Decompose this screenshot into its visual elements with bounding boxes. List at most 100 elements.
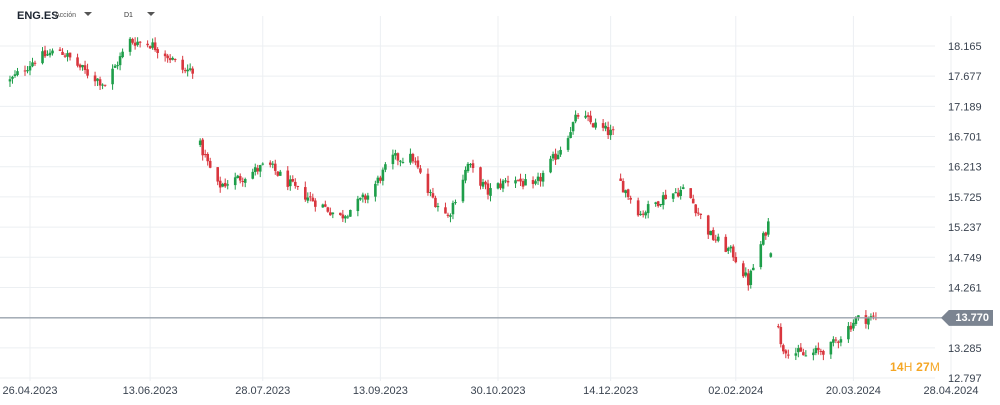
time-tick-label: 02.02.2024 [708,385,763,397]
candle-down [784,350,788,354]
candle-up [797,348,800,353]
candle-up [359,197,362,200]
candle-up [258,165,262,172]
candle-up [551,154,555,159]
candle-up [111,68,114,85]
candle-up [8,79,12,82]
candle-down [339,212,342,216]
candle-up [261,163,265,165]
timeframe-label[interactable]: D1 [124,12,133,19]
candle-up [136,41,139,45]
candle-up [121,51,124,58]
candle-up [11,76,14,79]
candle-down [364,195,367,200]
candle-down [782,345,785,352]
candle-up [829,341,833,355]
candle-down [396,153,400,161]
candle-up [769,253,773,257]
candle-up [659,203,662,206]
price-axis: 18.165 17.677 17.189 16.701 16.213 15.725 15.2… [948,41,982,385]
candle-down [83,65,87,71]
candle-up [96,78,99,81]
candle-up [681,187,685,190]
candle-up [374,183,377,197]
candle-up [749,270,753,285]
candle-down [379,177,382,181]
candle-up [759,244,763,268]
price-tick-label: 17.189 [948,101,982,113]
symbol-name[interactable]: ENG.ES [17,10,59,22]
candle-up [361,194,365,198]
candle-up [236,175,240,179]
candle-up [26,70,29,72]
candle-up [584,115,587,118]
candle-up [221,183,225,187]
candle-up [569,132,572,139]
candle-up [609,129,612,136]
candle-down [103,84,107,86]
candle-down [203,154,207,156]
countdown-hours-unit: H [903,360,913,374]
candle-down [223,182,227,187]
candle-up [288,179,292,187]
candle-down [293,181,297,186]
candle-up [81,64,84,68]
candle-down [714,239,718,241]
candle-up [654,202,657,204]
candle-down [822,350,825,355]
candle-down [636,200,640,216]
candle-down [166,55,169,59]
candle-down [181,59,184,70]
candle-up [346,216,350,218]
candle-up [671,193,675,199]
candle-down [416,160,420,168]
time-tick-label: 13.09.2023 [353,385,408,397]
candle-down [521,181,525,187]
candle-up [66,53,69,57]
candle-up [198,140,202,145]
candle-up [128,38,132,52]
candle-up [709,230,713,236]
candle-down [691,198,695,204]
candle-up [639,213,642,215]
candle-down [539,176,542,182]
current-price-tag: 13.770 [941,309,993,326]
candle-down [286,170,290,187]
candle-up [501,180,505,189]
candle-down [586,115,590,117]
candle-down [168,58,172,61]
time-axis: 26.04.2023 13.06.2023 28.07.2023 13.09.2023… [2,385,978,397]
candle-up [604,125,607,129]
candle-up [469,164,472,166]
candle-up [429,192,432,194]
countdown-minutes-unit: M [929,360,941,374]
candle-up [306,197,310,201]
candle-down [837,341,840,343]
candle-up [13,74,17,76]
candle-down [484,181,487,185]
candle-up [331,212,335,215]
candle-up [321,204,325,208]
price-tick-label: 12.797 [948,373,982,385]
candle-down [431,193,435,198]
candle-down [291,179,295,182]
candle-up [51,50,54,54]
candle-up [729,246,733,249]
timeframe-dropdown-chevron-down-icon[interactable] [147,12,155,16]
candle-series [8,36,878,361]
candle-down [156,49,159,53]
price-tick-label: 16.701 [948,132,982,144]
candle-up [571,122,575,132]
candle-up [278,171,282,176]
candle-up [726,248,730,251]
candle-up [857,315,860,318]
candle-up [271,163,275,165]
candle-down [834,339,838,341]
chart-toolbar: ENG.ES Acción D1 [0,0,300,26]
symbol-dropdown-chevron-down-icon[interactable] [84,12,92,16]
candle-down [606,127,610,135]
candle-down [86,69,89,76]
candle-down [706,215,710,235]
candle-down [426,173,430,193]
